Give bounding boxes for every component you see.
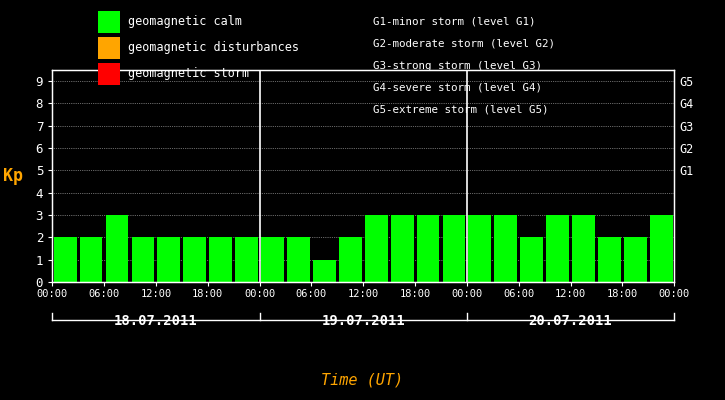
- Bar: [391, 215, 413, 282]
- Bar: [468, 215, 492, 282]
- Bar: [572, 215, 595, 282]
- Bar: [365, 215, 388, 282]
- Bar: [442, 215, 465, 282]
- Bar: [339, 237, 362, 282]
- Text: G5-extreme storm (level G5): G5-extreme storm (level G5): [373, 105, 549, 115]
- Bar: [183, 237, 206, 282]
- Bar: [235, 237, 258, 282]
- Bar: [210, 237, 232, 282]
- Bar: [261, 237, 284, 282]
- Text: G3-strong storm (level G3): G3-strong storm (level G3): [373, 61, 542, 71]
- Text: geomagnetic storm: geomagnetic storm: [128, 68, 249, 80]
- Bar: [131, 237, 154, 282]
- Text: geomagnetic disturbances: geomagnetic disturbances: [128, 42, 299, 54]
- Bar: [287, 237, 310, 282]
- Bar: [494, 215, 517, 282]
- Bar: [313, 260, 336, 282]
- Bar: [598, 237, 621, 282]
- Text: 18.07.2011: 18.07.2011: [114, 314, 198, 328]
- Text: 20.07.2011: 20.07.2011: [529, 314, 613, 328]
- Bar: [106, 215, 128, 282]
- Bar: [80, 237, 102, 282]
- Text: 19.07.2011: 19.07.2011: [321, 314, 405, 328]
- Bar: [624, 237, 647, 282]
- Bar: [521, 237, 543, 282]
- Bar: [546, 215, 569, 282]
- Text: G2-moderate storm (level G2): G2-moderate storm (level G2): [373, 39, 555, 49]
- Bar: [417, 215, 439, 282]
- Text: G1-minor storm (level G1): G1-minor storm (level G1): [373, 17, 536, 27]
- Text: Kp: Kp: [3, 167, 23, 185]
- Text: Time (UT): Time (UT): [321, 372, 404, 387]
- Text: G4-severe storm (level G4): G4-severe storm (level G4): [373, 83, 542, 93]
- Bar: [54, 237, 77, 282]
- Text: geomagnetic calm: geomagnetic calm: [128, 16, 242, 28]
- Bar: [650, 215, 673, 282]
- Bar: [157, 237, 181, 282]
